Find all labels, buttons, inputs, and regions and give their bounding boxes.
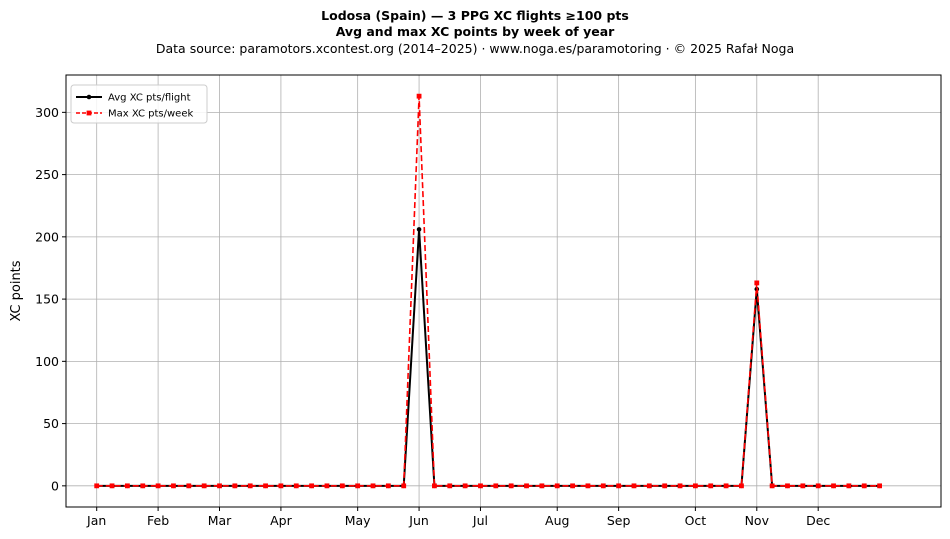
data-point — [554, 483, 560, 489]
y-tick-label: 150 — [35, 292, 59, 307]
y-tick-label: 0 — [51, 478, 59, 493]
data-point — [508, 483, 514, 489]
data-point — [462, 483, 468, 489]
data-point — [585, 483, 591, 489]
data-point — [125, 483, 130, 489]
y-tick-label: 50 — [43, 416, 59, 431]
data-point — [278, 483, 284, 489]
data-point — [785, 483, 790, 489]
data-point — [493, 483, 499, 489]
legend-marker — [86, 94, 92, 100]
chart-subtitle: Avg and max XC points by week of year — [335, 24, 615, 39]
data-point — [861, 483, 867, 489]
x-tick-label: Aug — [545, 513, 569, 528]
data-point — [692, 483, 698, 489]
data-point — [416, 93, 422, 99]
x-tick-label: Jun — [408, 513, 429, 528]
data-point — [432, 483, 437, 489]
series-max — [94, 93, 882, 489]
data-point — [201, 483, 207, 489]
data-point — [723, 483, 729, 489]
data-point — [570, 483, 575, 489]
data-point — [324, 483, 330, 489]
data-point — [171, 483, 176, 489]
data-point — [662, 483, 668, 489]
x-tick-label: Mar — [208, 513, 232, 528]
data-point — [263, 483, 268, 489]
data-point — [846, 483, 852, 489]
data-point — [416, 227, 422, 232]
chart-title: Lodosa (Spain) — 3 PPG XC flights ≥100 p… — [321, 8, 629, 23]
data-point — [631, 483, 637, 489]
data-point — [539, 483, 545, 489]
data-point — [524, 483, 529, 489]
series-layer — [94, 93, 882, 489]
y-tick-label: 100 — [35, 354, 59, 369]
y-tick-label: 300 — [35, 105, 59, 120]
x-tick-label: Jul — [472, 513, 488, 528]
x-tick-label: Apr — [270, 513, 292, 528]
data-point — [754, 280, 760, 286]
x-tick-label: Oct — [685, 513, 707, 528]
grid-lines — [66, 75, 941, 507]
data-point — [646, 483, 652, 489]
title-block: Lodosa (Spain) — 3 PPG XC flights ≥100 p… — [0, 8, 950, 58]
x-tick-label: May — [345, 513, 371, 528]
data-point — [217, 483, 222, 489]
legend-marker — [86, 110, 92, 116]
legend-box — [70, 84, 208, 124]
data-point — [401, 483, 407, 489]
x-tick-label: Jan — [86, 513, 106, 528]
data-point — [355, 483, 361, 489]
data-point — [339, 483, 345, 489]
series-line — [96, 228, 880, 487]
data-point — [708, 483, 714, 489]
data-point — [370, 483, 376, 489]
data-point — [385, 483, 391, 489]
data-point — [600, 483, 606, 489]
series-line — [96, 95, 880, 487]
x-tick-label: Nov — [745, 513, 770, 528]
data-point — [769, 483, 775, 489]
data-point — [800, 483, 806, 489]
y-axis-label: XC points — [9, 260, 24, 321]
axes-frame — [65, 74, 942, 508]
data-point — [447, 483, 453, 489]
data-point — [94, 483, 100, 489]
y-tick-label: 250 — [35, 167, 59, 182]
data-point — [109, 483, 115, 489]
data-point — [293, 483, 299, 489]
legend-label: Avg XC pts/flight — [108, 93, 191, 104]
x-tick-label: Sep — [607, 513, 631, 528]
data-point — [677, 483, 683, 489]
legend-label: Max XC pts/week — [108, 109, 193, 120]
data-point — [616, 483, 622, 489]
data-source-note: Data source: paramotors.xcontest.org (20… — [155, 41, 795, 56]
data-point — [140, 483, 146, 489]
data-point — [478, 483, 483, 489]
data-point — [739, 483, 744, 489]
legend: Avg XC pts/flight Max XC pts/week — [70, 84, 208, 124]
x-tick-label: Feb — [147, 513, 169, 528]
series-avg — [94, 227, 882, 489]
axis-ticks: Jan Feb Mar Apr May Jun Jul Aug Sep Oct Nov Dec 0 50 1… — [35, 105, 830, 528]
data-point — [877, 483, 882, 489]
y-tick-label: 200 — [35, 229, 59, 244]
data-point — [155, 483, 161, 489]
data-point — [831, 483, 836, 489]
data-point — [247, 483, 253, 489]
x-tick-label: Dec — [806, 513, 830, 528]
data-point — [815, 483, 821, 489]
data-point — [309, 483, 315, 489]
data-point — [232, 483, 238, 489]
data-point — [186, 483, 192, 489]
